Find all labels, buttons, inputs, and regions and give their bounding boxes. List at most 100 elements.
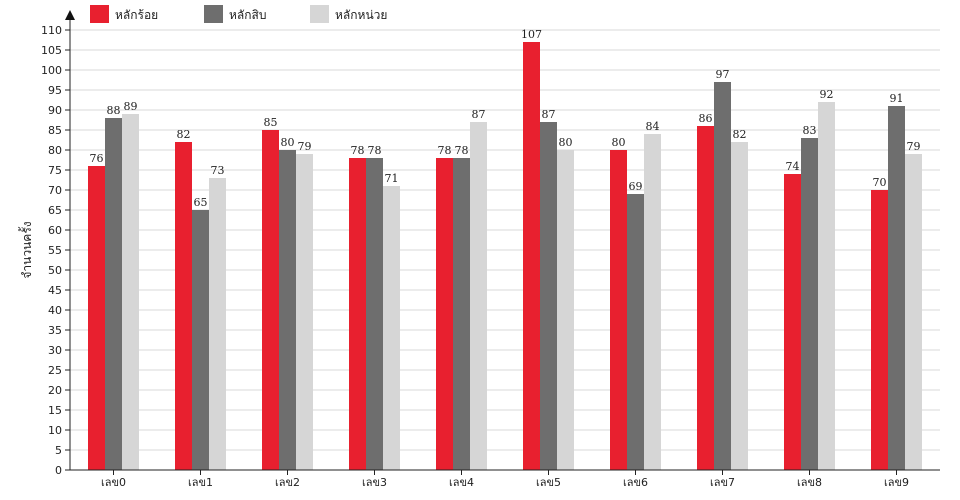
bar[interactable]: [436, 158, 453, 470]
data-label: 79: [907, 140, 921, 153]
y-tick-label: 60: [48, 224, 62, 237]
bar[interactable]: [610, 150, 627, 470]
bar[interactable]: [366, 158, 383, 470]
x-tick-label: เลข1: [188, 476, 213, 489]
bars: [88, 42, 922, 470]
x-tick-label: เลข5: [536, 476, 561, 489]
legend-swatch: [90, 5, 109, 23]
data-label: 82: [733, 128, 747, 141]
x-tick-label: เลข2: [275, 476, 300, 489]
y-tick-label: 80: [48, 144, 62, 157]
data-label: 83: [803, 124, 817, 137]
data-label: 97: [716, 68, 730, 81]
bar[interactable]: [731, 142, 748, 470]
bar[interactable]: [540, 122, 557, 470]
y-tick-label: 95: [48, 84, 62, 97]
y-tick-label: 40: [48, 304, 62, 317]
data-label: 87: [472, 108, 486, 121]
data-label: 70: [873, 176, 887, 189]
x-tick-label: เลข0: [101, 476, 126, 489]
data-label: 80: [281, 136, 295, 149]
bar[interactable]: [105, 118, 122, 470]
x-tick-label: เลข3: [362, 476, 387, 489]
bar[interactable]: [262, 130, 279, 470]
y-tick-label: 10: [48, 424, 62, 437]
y-tick-label: 55: [48, 244, 62, 257]
y-tick-label: 35: [48, 324, 62, 337]
legend-label: หลักร้อย: [115, 8, 158, 22]
data-label: 69: [629, 180, 643, 193]
data-label: 107: [521, 28, 542, 41]
bar[interactable]: [557, 150, 574, 470]
data-label: 82: [177, 128, 191, 141]
y-tick-label: 105: [41, 44, 62, 57]
legend-swatch: [204, 5, 223, 23]
bar[interactable]: [644, 134, 661, 470]
x-tick-label: เลข9: [884, 476, 909, 489]
data-label: 74: [786, 160, 800, 173]
y-tick-label: 5: [55, 444, 62, 457]
data-label: 89: [124, 100, 138, 113]
data-label: 92: [820, 88, 834, 101]
data-label: 80: [612, 136, 626, 149]
bar[interactable]: [714, 82, 731, 470]
y-tick-label: 50: [48, 264, 62, 277]
data-label: 78: [368, 144, 382, 157]
x-tick-label: เลข4: [449, 476, 474, 489]
x-tick-label: เลข7: [710, 476, 735, 489]
legend-item[interactable]: หลักสิบ: [204, 5, 266, 23]
data-label: 91: [890, 92, 904, 105]
x-tick-label: เลข6: [623, 476, 648, 489]
y-axis-arrow-icon: [65, 10, 75, 20]
bar[interactable]: [279, 150, 296, 470]
data-label: 65: [194, 196, 208, 209]
data-label: 84: [646, 120, 660, 133]
y-tick-label: 65: [48, 204, 62, 217]
bar[interactable]: [383, 186, 400, 470]
bar[interactable]: [175, 142, 192, 470]
bar[interactable]: [784, 174, 801, 470]
legend-item[interactable]: หลักหน่วย: [310, 5, 387, 23]
bar[interactable]: [801, 138, 818, 470]
y-tick-label: 30: [48, 344, 62, 357]
y-tick-label: 0: [55, 464, 62, 477]
y-tick-label: 15: [48, 404, 62, 417]
data-label: 85: [264, 116, 278, 129]
bar[interactable]: [905, 154, 922, 470]
bar[interactable]: [818, 102, 835, 470]
y-tick-label: 45: [48, 284, 62, 297]
bar[interactable]: [871, 190, 888, 470]
legend-label: หลักสิบ: [229, 8, 266, 22]
bar[interactable]: [453, 158, 470, 470]
x-tick-label: เลข8: [797, 476, 822, 489]
bar[interactable]: [627, 194, 644, 470]
y-axis-label: จำนวนครั้ง: [18, 221, 34, 278]
legend-swatch: [310, 5, 329, 23]
bar[interactable]: [122, 114, 139, 470]
y-tick-label: 90: [48, 104, 62, 117]
y-tick-label: 25: [48, 364, 62, 377]
y-tick-label: 85: [48, 124, 62, 137]
bar[interactable]: [209, 178, 226, 470]
data-label: 78: [351, 144, 365, 157]
legend[interactable]: หลักร้อย หลักสิบ หลักหน่วย: [90, 5, 387, 23]
data-label: 76: [90, 152, 104, 165]
data-label: 87: [542, 108, 556, 121]
axes: 0510152025303540455055606570758085909510…: [41, 10, 940, 489]
bar[interactable]: [192, 210, 209, 470]
legend-item[interactable]: หลักร้อย: [90, 5, 158, 23]
data-label: 73: [211, 164, 225, 177]
data-label: 86: [699, 112, 713, 125]
bar[interactable]: [349, 158, 366, 470]
y-tick-label: 100: [41, 64, 62, 77]
bar[interactable]: [697, 126, 714, 470]
bar[interactable]: [523, 42, 540, 470]
bar[interactable]: [470, 122, 487, 470]
bar[interactable]: [888, 106, 905, 470]
y-tick-label: 20: [48, 384, 62, 397]
bar[interactable]: [88, 166, 105, 470]
y-tick-label: 110: [41, 24, 62, 37]
data-label: 78: [455, 144, 469, 157]
bar[interactable]: [296, 154, 313, 470]
